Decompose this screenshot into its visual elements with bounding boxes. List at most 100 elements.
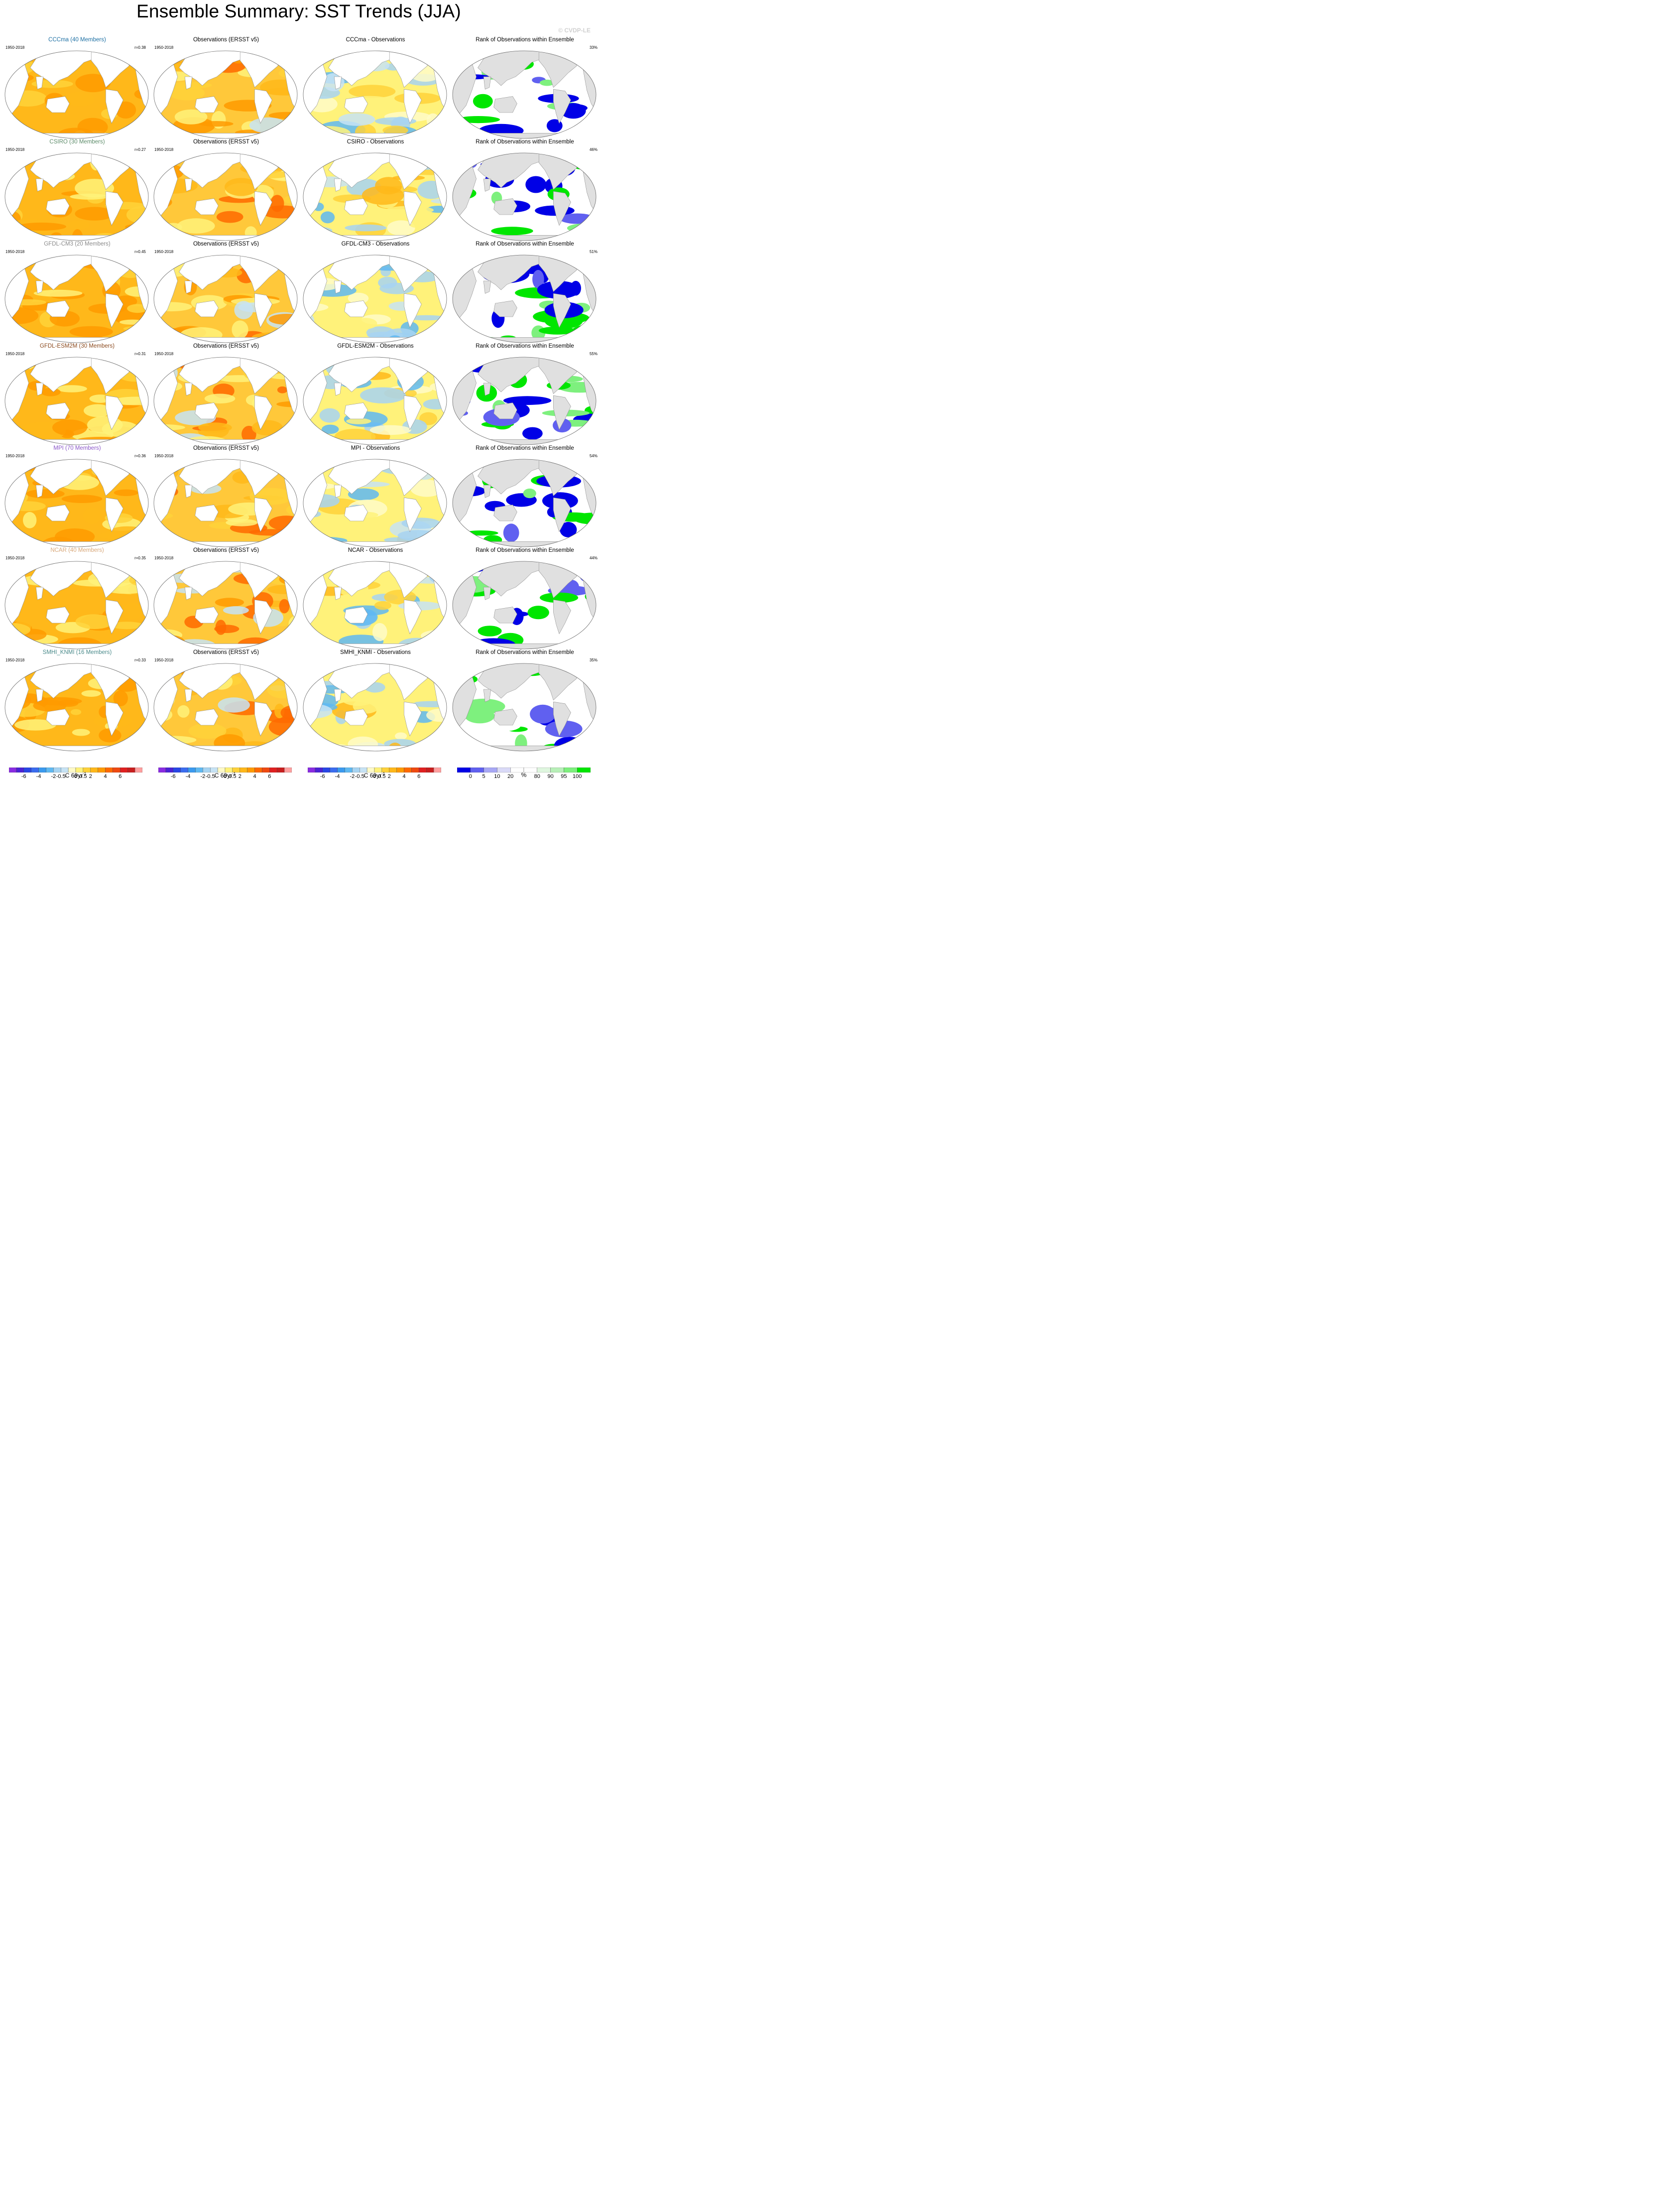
model-field-blob bbox=[124, 434, 139, 443]
units-superscript: -1 bbox=[232, 772, 236, 776]
diff-panel: CCCma - Observations bbox=[301, 37, 450, 139]
rank-map bbox=[452, 255, 597, 343]
colorbar-tick-label: -2 bbox=[200, 773, 206, 779]
obs-field-blob bbox=[199, 121, 234, 127]
colorbar-tick-label: 2 bbox=[387, 773, 391, 779]
map-border bbox=[452, 459, 597, 547]
model-field-blob bbox=[9, 51, 31, 57]
colorbar-units: C 69yr-1 bbox=[350, 772, 399, 779]
continent-outline bbox=[344, 709, 368, 726]
continent-outline bbox=[35, 689, 44, 702]
rank-percent-label: 54% bbox=[589, 454, 598, 458]
model-field-blob bbox=[69, 326, 113, 338]
model-field-blob bbox=[83, 508, 102, 524]
model-field-blob bbox=[55, 528, 95, 545]
colorbar-tick-label: 6 bbox=[268, 773, 271, 779]
continent-outline bbox=[483, 178, 491, 192]
model-field-blob bbox=[52, 419, 88, 436]
model-field-blob bbox=[99, 728, 121, 743]
diff-field-blob bbox=[374, 117, 417, 126]
map-border bbox=[452, 50, 597, 139]
model-field-blob bbox=[56, 385, 87, 392]
continent-outline bbox=[483, 689, 491, 702]
diff-field-blob bbox=[410, 222, 434, 229]
map-border bbox=[303, 50, 447, 139]
diff-field-blob bbox=[346, 418, 371, 424]
colorbar-tick-label: 0.5 bbox=[378, 773, 386, 779]
colorbar-tick-label: -0.5 bbox=[205, 773, 215, 779]
trend-colorbar: -6 -4 -2 -0.5 0 0.5 2 4 6 bbox=[308, 768, 441, 779]
continent-outline bbox=[483, 587, 491, 600]
colorbar-swatch bbox=[262, 768, 270, 773]
map-border bbox=[303, 255, 447, 343]
continent-outline bbox=[254, 701, 272, 737]
continent-outline bbox=[334, 178, 342, 192]
obs-map bbox=[153, 663, 298, 752]
obs-field-blob bbox=[218, 697, 250, 713]
period-label: 1950-2018 bbox=[5, 556, 25, 560]
obs-panel: Observations (ERSST v5) 1950-2018 bbox=[151, 241, 301, 343]
continent-outline bbox=[404, 497, 422, 532]
model-panel-title: CSIRO (30 Members) bbox=[49, 139, 105, 145]
continent-outline bbox=[195, 505, 219, 521]
pattern-correlation-label: r=0.33 bbox=[134, 658, 146, 662]
rank-panel: Rank of Observations within Ensemble 51% bbox=[450, 241, 600, 343]
colorbar-tick-label: -6 bbox=[170, 773, 176, 779]
continent-outline bbox=[483, 76, 491, 90]
diff-field-blob bbox=[349, 85, 396, 98]
model-panel: MPI (70 Members) 1950-2018 r=0.36 bbox=[2, 445, 152, 547]
continent-outline bbox=[184, 383, 193, 396]
rank-field-blob bbox=[503, 396, 552, 405]
diff-field-blob bbox=[374, 601, 391, 610]
rank-percent-label: 55% bbox=[589, 352, 598, 356]
colorbar-swatches bbox=[158, 768, 292, 773]
obs-panel: Observations (ERSST v5) 1950-2018 bbox=[151, 445, 301, 547]
map-border bbox=[452, 152, 597, 241]
model-map bbox=[4, 50, 149, 139]
model-field-blob bbox=[5, 357, 39, 364]
obs-field-blob bbox=[216, 211, 243, 223]
rank-field-blob bbox=[527, 606, 549, 620]
obs-field-blob bbox=[275, 155, 296, 167]
colorbar-tick-label: -4 bbox=[36, 773, 41, 779]
rank-field-blob bbox=[453, 459, 464, 474]
colorbar-swatch bbox=[577, 768, 591, 773]
model-panel: CSIRO (30 Members) 1950-2018 r=0.27 bbox=[2, 139, 152, 241]
diff-field-blob bbox=[366, 326, 395, 339]
diff-panel-title: GFDL-CM3 - Observations bbox=[341, 241, 410, 247]
period-label: 1950-2018 bbox=[5, 250, 25, 254]
model-field-blob bbox=[33, 289, 83, 297]
rank-panel-title: Rank of Observations within Ensemble bbox=[476, 37, 574, 43]
continent-outline bbox=[334, 280, 342, 294]
colorbar-tick-label: 0.5 bbox=[229, 773, 237, 779]
diff-field-blob bbox=[303, 746, 328, 751]
model-panel: CCCma (40 Members) 1950-2018 r=0.38 bbox=[2, 37, 152, 139]
colorbar-swatch bbox=[158, 768, 166, 773]
diff-map bbox=[303, 152, 447, 241]
model-field-blob bbox=[113, 690, 128, 707]
obs-field-blob bbox=[188, 723, 227, 739]
continent-outline bbox=[404, 191, 422, 226]
colorbar-tick-label: -6 bbox=[320, 773, 325, 779]
continent-outline bbox=[553, 395, 571, 430]
rank-field-blob bbox=[560, 521, 577, 537]
continent-outline bbox=[106, 599, 123, 635]
colorbar-swatch bbox=[337, 768, 345, 773]
colorbar-swatch bbox=[120, 768, 128, 773]
rank-field-blob bbox=[562, 104, 588, 112]
model-map bbox=[4, 663, 149, 752]
colorbar-tick-label: 4 bbox=[402, 773, 406, 779]
colorbar-swatch bbox=[470, 768, 484, 773]
rank-field-blob bbox=[559, 641, 596, 649]
rank-field-blob bbox=[539, 79, 555, 86]
diff-field-blob bbox=[406, 315, 446, 321]
diff-panel: SMHI_KNMI - Observations bbox=[301, 649, 450, 752]
continent-outline bbox=[184, 587, 193, 600]
diff-panel: CSIRO - Observations bbox=[301, 139, 450, 241]
diff-map bbox=[303, 561, 447, 649]
obs-panel: Observations (ERSST v5) 1950-2018 bbox=[151, 343, 301, 445]
colorbar-tick-label: 0 bbox=[74, 773, 78, 779]
diff-field-blob bbox=[348, 488, 379, 501]
model-field-blob bbox=[122, 603, 143, 620]
colorbar-swatch bbox=[330, 768, 338, 773]
